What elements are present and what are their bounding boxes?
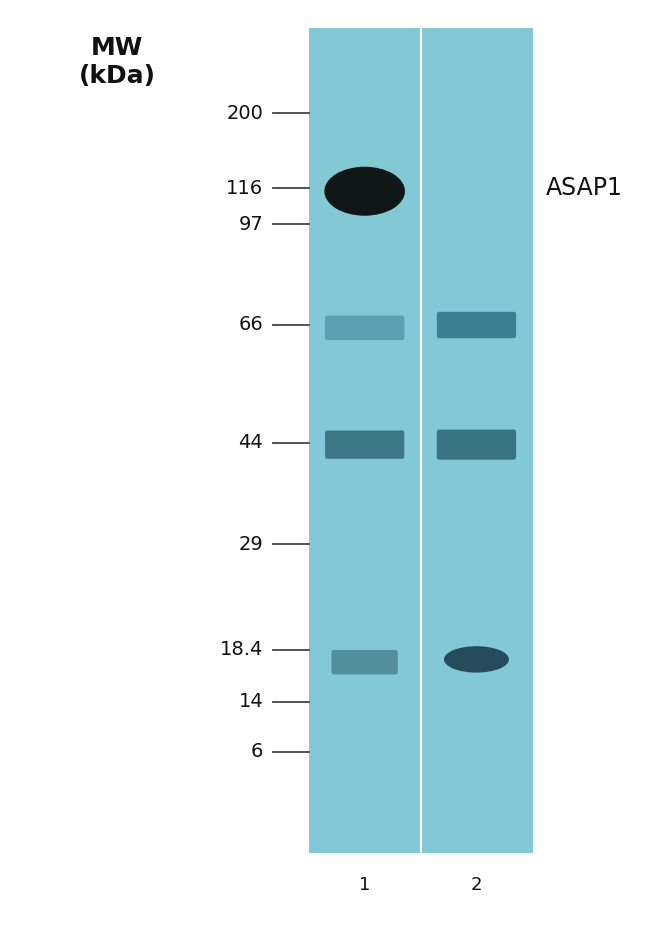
Text: 44: 44 bbox=[239, 433, 263, 452]
Text: 116: 116 bbox=[226, 179, 263, 198]
FancyBboxPatch shape bbox=[325, 430, 404, 459]
Text: (kDa): (kDa) bbox=[79, 64, 155, 88]
FancyBboxPatch shape bbox=[437, 312, 516, 338]
Ellipse shape bbox=[444, 646, 509, 673]
Text: 66: 66 bbox=[239, 316, 263, 334]
Text: ASAP1: ASAP1 bbox=[546, 176, 623, 201]
Ellipse shape bbox=[324, 167, 405, 216]
FancyBboxPatch shape bbox=[437, 430, 516, 460]
Text: 18.4: 18.4 bbox=[220, 641, 263, 659]
Text: 29: 29 bbox=[239, 535, 263, 554]
Text: 6: 6 bbox=[251, 742, 263, 761]
Bar bbox=[309, 28, 533, 853]
Text: 200: 200 bbox=[226, 104, 263, 122]
Text: 14: 14 bbox=[239, 692, 263, 711]
FancyBboxPatch shape bbox=[332, 650, 398, 674]
Text: 1: 1 bbox=[359, 876, 370, 895]
Text: MW: MW bbox=[91, 36, 143, 59]
FancyBboxPatch shape bbox=[325, 316, 404, 340]
Text: 97: 97 bbox=[239, 215, 263, 234]
Text: 2: 2 bbox=[471, 876, 482, 895]
